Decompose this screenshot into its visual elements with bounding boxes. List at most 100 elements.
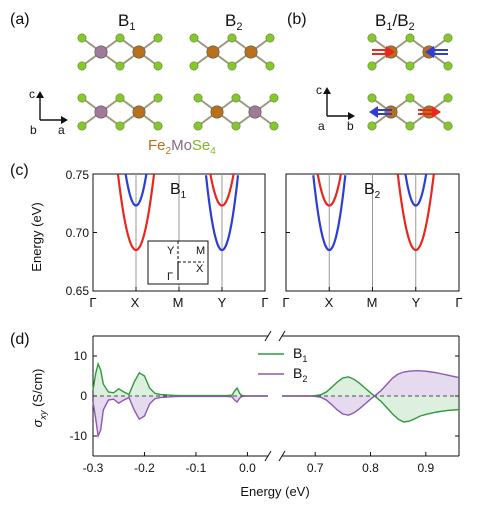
- se-atom: [269, 121, 279, 131]
- structure-b1-top: [77, 33, 163, 71]
- kpath-left-3: Y: [218, 295, 227, 310]
- axis-break-mark: [278, 450, 286, 462]
- se-atom: [115, 121, 125, 131]
- kpath-left-0: Γ: [89, 295, 96, 310]
- panel-label-d: (d): [10, 331, 30, 348]
- band-b2-x-blue: [312, 175, 347, 252]
- conductivity-plot: 10 0 -10 -0.3 -0.2 -0.1 0.0 0.7 0.8 0.9: [70, 330, 460, 475]
- metal-atom: [210, 105, 224, 119]
- se-atom: [153, 33, 163, 43]
- structure-b1-side: [77, 93, 163, 131]
- band-panel-b1: [92, 173, 266, 292]
- structure-b12-side: [367, 93, 453, 131]
- se-atom: [115, 93, 125, 103]
- axis-break-mark: [278, 330, 286, 342]
- se-atom: [193, 93, 203, 103]
- kpath-right-2: M: [367, 295, 378, 310]
- legend-label-b1: B1: [293, 345, 307, 364]
- se-atom: [115, 61, 125, 71]
- se-atom: [405, 33, 415, 43]
- kpath-labels-right: Γ X M Y Γ: [282, 295, 462, 310]
- bz-label-y: Y: [167, 245, 175, 257]
- metal-atom: [206, 45, 220, 59]
- se-atom: [115, 33, 125, 43]
- bz-label-gamma: Γ: [167, 271, 173, 283]
- series-B1-area-right: [282, 376, 459, 422]
- bz-label-x: X: [196, 263, 204, 275]
- band-b1-y-red: [209, 174, 235, 207]
- metal-atom: [248, 105, 262, 119]
- band-ylabel: Energy (eV): [29, 202, 44, 271]
- compound-label: Fe2MoSe4: [148, 137, 216, 157]
- spin-arrow-blue-top: [425, 46, 448, 58]
- series-B2-area-left: [93, 396, 268, 436]
- se-atom: [231, 93, 241, 103]
- band-b1-x-blue: [124, 174, 148, 207]
- se-atom: [443, 93, 453, 103]
- structure-b12-top: [367, 33, 453, 71]
- kpath-right-4: Γ: [455, 295, 462, 310]
- panel-label-b: (b): [287, 11, 307, 28]
- metal-atom: [132, 45, 146, 59]
- se-atom: [77, 33, 87, 43]
- legend: B1 B2: [258, 345, 307, 384]
- cond-xtick-label-left: -0.2: [134, 461, 155, 475]
- metal-atom: [384, 105, 398, 119]
- band-label-b2: B2: [364, 181, 381, 201]
- se-atom: [443, 61, 453, 71]
- axis-label-b-b: b: [347, 119, 354, 133]
- kpath-right-3: Y: [412, 295, 421, 310]
- title-b1-b2: B1/B2: [375, 11, 415, 33]
- kpath-left-2: M: [173, 295, 184, 310]
- se-atom: [405, 93, 415, 103]
- se-atom: [193, 121, 203, 131]
- cond-xlabel: Energy (eV): [240, 484, 309, 499]
- axes-indicator-a: c a b: [29, 87, 68, 137]
- axis-label-b-a: b: [30, 123, 37, 137]
- cond-ylabel: σxy (S/cm): [30, 369, 48, 428]
- legend-label-b2: B2: [293, 365, 307, 384]
- se-atom: [227, 61, 237, 71]
- structure-b2-top: [189, 33, 275, 71]
- metal-atom: [132, 105, 146, 119]
- band-b1-x-red: [116, 174, 156, 252]
- band-panel-b2: [285, 173, 460, 292]
- se-atom: [189, 33, 199, 43]
- cond-xtick-label-left: 0.0: [239, 461, 256, 475]
- band-b2-x-red: [316, 174, 343, 207]
- panel-label-c: (c): [10, 162, 29, 179]
- band-ytick-065: 0.65: [66, 284, 90, 298]
- brillouin-zone-inset: Y M X Γ: [147, 240, 209, 285]
- band-b2-y-blue: [404, 174, 428, 207]
- band-label-b1: B1: [170, 181, 187, 201]
- kpath-left-1: X: [131, 295, 140, 310]
- cond-ytick-label: 0: [80, 389, 87, 403]
- se-atom: [265, 33, 275, 43]
- structure-b2-side: [193, 93, 279, 131]
- kpath-right-0: Γ: [282, 295, 289, 310]
- series-B1-area-left: [93, 364, 268, 396]
- metal-atom: [94, 105, 108, 119]
- metal-atom: [94, 45, 108, 59]
- se-atom: [77, 61, 87, 71]
- panel-label-a: (a): [10, 11, 30, 28]
- axes-indicator-b: c b a: [316, 83, 355, 133]
- cond-ytick-label: -10: [70, 429, 88, 443]
- se-atom: [269, 93, 279, 103]
- se-atom: [367, 33, 377, 43]
- axis-label-a-b: a: [318, 119, 325, 133]
- series-B2-area-right: [282, 370, 459, 416]
- kpath-right-1: X: [325, 295, 334, 310]
- cond-xtick-label-right: 0.8: [362, 461, 379, 475]
- axis-break-mark: [264, 450, 272, 462]
- metal-atom: [244, 45, 258, 59]
- se-atom: [153, 61, 163, 71]
- band-yticks: 0.75 0.70 0.65: [66, 168, 90, 298]
- title-b2: B2: [225, 11, 242, 33]
- se-atom: [405, 61, 415, 71]
- series-B2-line-right: [282, 370, 460, 416]
- axis-label-c-b: c: [316, 83, 322, 97]
- band-ytick-070: 0.70: [66, 226, 90, 240]
- axis-label-c-a: c: [29, 87, 35, 101]
